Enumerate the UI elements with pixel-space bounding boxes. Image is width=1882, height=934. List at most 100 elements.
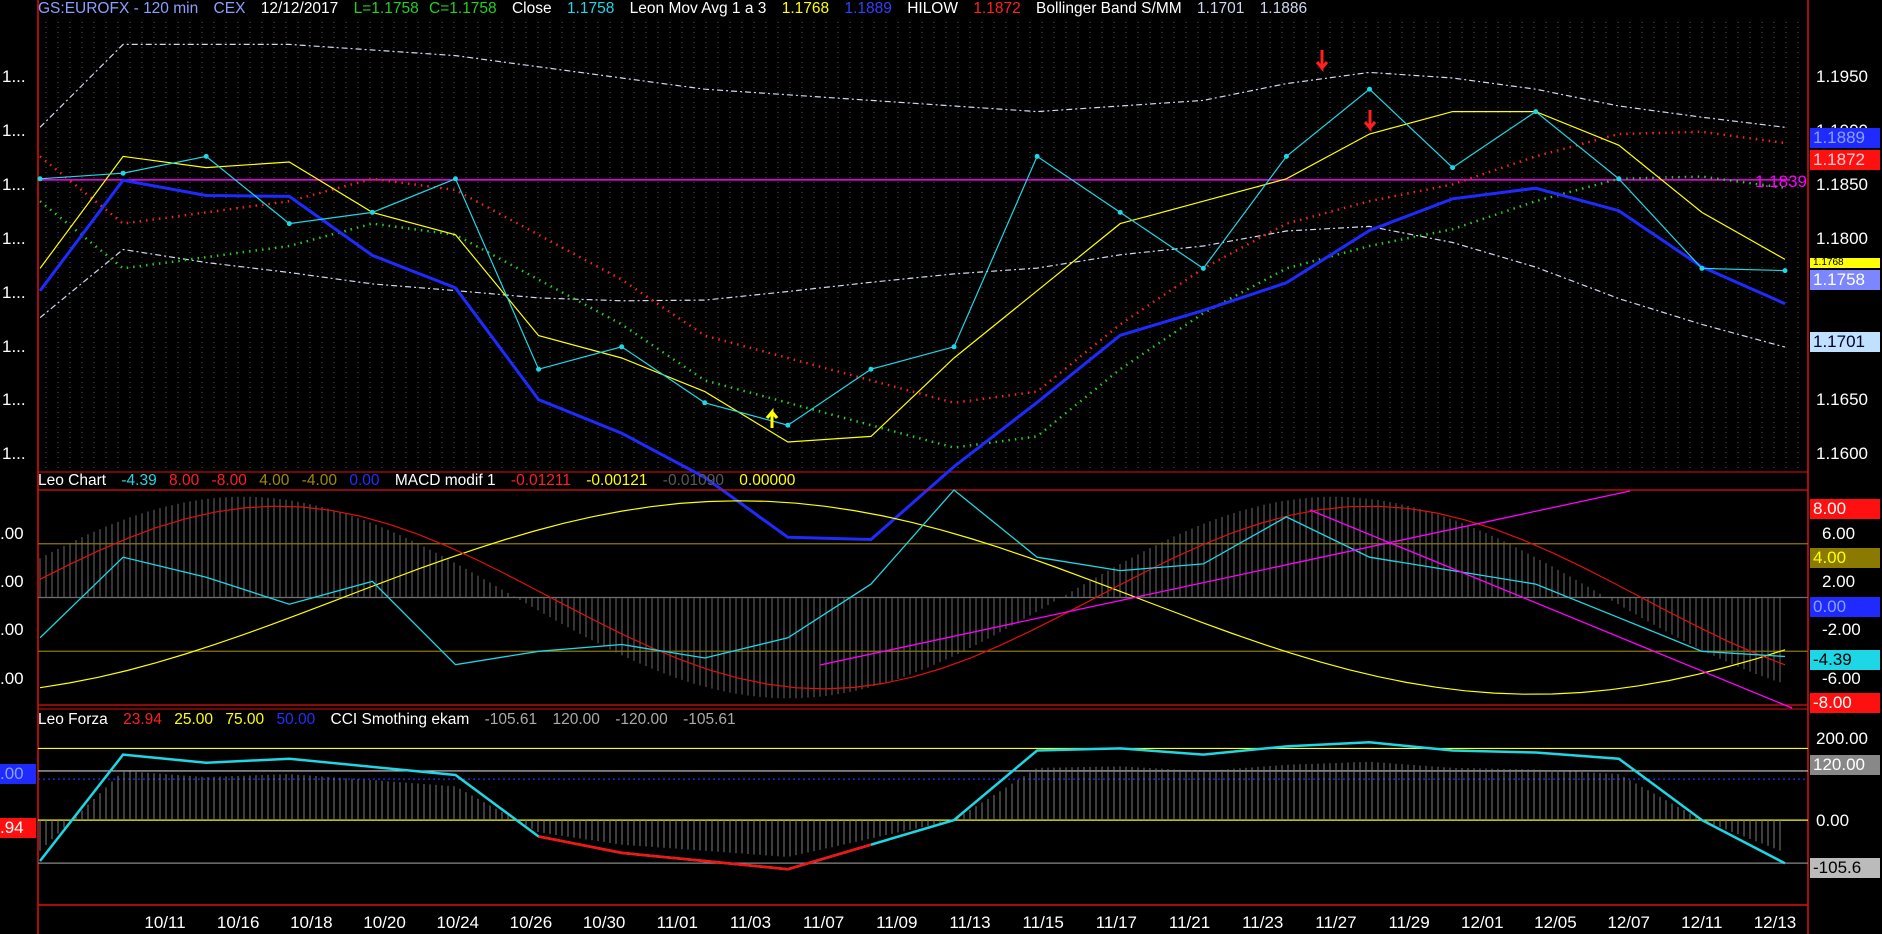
left-price-axis-label: 1...	[2, 175, 26, 194]
left-price-axis-label: 1...	[2, 67, 26, 86]
tag-hline-1839: 1.1839	[1755, 172, 1807, 191]
close-point	[1450, 165, 1456, 171]
date-tick-label: 11/17	[1096, 913, 1137, 932]
sell-arrow-2	[1363, 110, 1377, 133]
bb-series-label: Bollinger Band S/MM	[1036, 0, 1182, 17]
price-axis-label: 1.1600	[1816, 444, 1868, 463]
cci-panel-label: Leo Forza	[38, 711, 108, 728]
cci-c3: -120.00	[615, 711, 668, 728]
cci-v1: 23.94	[123, 711, 162, 728]
close-point	[1283, 153, 1289, 159]
macd-red-line	[39, 505, 1786, 690]
macd-left-axis-label: .00	[0, 620, 24, 639]
left-price-axis-label: 1...	[2, 121, 26, 140]
sell-arrow-1	[1315, 50, 1329, 73]
tag-macd-800: 8.00	[1810, 499, 1880, 519]
series-hilow	[39, 130, 1786, 405]
tag-ma-1768: 1.1768	[1810, 258, 1880, 268]
date-label: 12/12/2017	[260, 0, 339, 17]
macd-v4: 4.00	[259, 472, 290, 489]
macd-trendline-up	[819, 490, 1631, 666]
close-point	[1367, 86, 1373, 92]
date-tick-label: 12/05	[1534, 913, 1577, 932]
close-point	[369, 209, 375, 215]
close-point	[37, 176, 43, 182]
close-point	[536, 366, 542, 372]
symbol-label: GS:EUROFX - 120 min	[38, 0, 199, 17]
cci-c2: 120.00	[552, 711, 600, 728]
date-tick-label: 11/23	[1242, 913, 1283, 932]
ma-value-2: 1.1889	[844, 0, 892, 17]
macd-v5: -4.00	[301, 472, 338, 489]
tag-macd-400: 4.00	[1810, 548, 1880, 568]
macd-left-axis-label: .00	[0, 524, 24, 543]
series-leon-mov-avg	[39, 110, 1786, 443]
date-tick-label: 12/07	[1607, 913, 1650, 932]
cci-c1: -105.61	[484, 711, 538, 728]
close-point	[1699, 265, 1705, 271]
date-tick-label: 10/26	[510, 913, 553, 932]
macd-trendline-down	[1309, 509, 1793, 709]
left-price-axis-label: 1...	[2, 283, 26, 302]
cci-v4: 50.00	[276, 711, 316, 728]
cci-negative-segment	[538, 835, 872, 871]
price-axis-label: 1.1950	[1816, 67, 1868, 86]
macd-signal-line	[39, 500, 1786, 695]
date-tick-label: 11/03	[730, 913, 771, 932]
macd-m1: -0.01211	[510, 472, 571, 489]
close-point	[702, 400, 708, 406]
tag-cci-120: 120.00	[1810, 755, 1880, 775]
close-point	[1616, 176, 1622, 182]
date-tick-label: 10/30	[583, 913, 626, 932]
tag-macd-neg800: -8.00	[1810, 693, 1880, 713]
macd-left-axis-label: .00	[0, 572, 24, 591]
cci-v3: 75.00	[225, 711, 265, 728]
price-axis-label: 1.1850	[1816, 175, 1868, 194]
date-tick-label: 10/18	[290, 913, 333, 932]
date-tick-label: 10/20	[363, 913, 406, 932]
series-close	[39, 88, 1786, 426]
date-tick-label: 10/24	[436, 913, 479, 932]
tag-close-1758: 1.1758	[1810, 270, 1880, 290]
tag-macd-439: -4.39	[1810, 650, 1880, 670]
macd-axis-label: 6.00	[1822, 524, 1855, 543]
bb-value-1: 1.1701	[1196, 0, 1245, 17]
close-point	[785, 422, 791, 428]
date-tick-label: 10/16	[217, 913, 260, 932]
left-price-axis-label: 1...	[2, 444, 26, 463]
cci-panel-header: Leo Forza 23.94 25.00 75.00 50.00 CCI Sm…	[38, 711, 747, 729]
low-label: L=1.1758	[353, 0, 419, 17]
macd-v6: 0.00	[349, 472, 380, 489]
date-tick-label: 12/13	[1754, 913, 1797, 932]
macd-v2: 8.00	[169, 472, 200, 489]
close-point	[120, 170, 126, 176]
close-series-label: Close	[511, 0, 552, 17]
close-point	[203, 153, 209, 159]
date-tick-label: 11/07	[803, 913, 844, 932]
close-point	[868, 366, 874, 372]
date-tick-label: 11/09	[876, 913, 917, 932]
macd-series-label: MACD modif 1	[394, 472, 496, 489]
left-price-axis-label: 1...	[2, 390, 26, 409]
macd-left-axis-label: .00	[0, 669, 24, 688]
macd-leo-chart-line	[39, 489, 1786, 666]
macd-axis-label: -2.00	[1822, 620, 1861, 639]
source-label: CEX	[213, 0, 246, 17]
cci-v2: 25.00	[174, 711, 214, 728]
price-axis-label: 1.1800	[1816, 229, 1868, 248]
cci-series-label: CCI Smothing ekam	[330, 711, 470, 728]
left-tag-cci-1: .00	[0, 764, 36, 784]
date-tick-label: 11/15	[1023, 913, 1064, 932]
date-tick-label: 11/29	[1388, 913, 1429, 932]
tag-bb-1701: 1.1701	[1810, 332, 1880, 352]
macd-axis-label: -6.00	[1822, 669, 1861, 688]
close-point	[1200, 265, 1206, 271]
close-point	[1117, 209, 1123, 215]
cci-axis-label: 0.00	[1816, 811, 1849, 830]
cci-axis-label: 200.00	[1816, 729, 1868, 748]
macd-panel-header: Leo Chart -4.39 8.00 -8.00 4.00 -4.00 0.…	[38, 472, 806, 490]
left-price-axis-label: 1...	[2, 337, 26, 356]
close-point	[286, 221, 292, 227]
close-point	[1034, 153, 1040, 159]
